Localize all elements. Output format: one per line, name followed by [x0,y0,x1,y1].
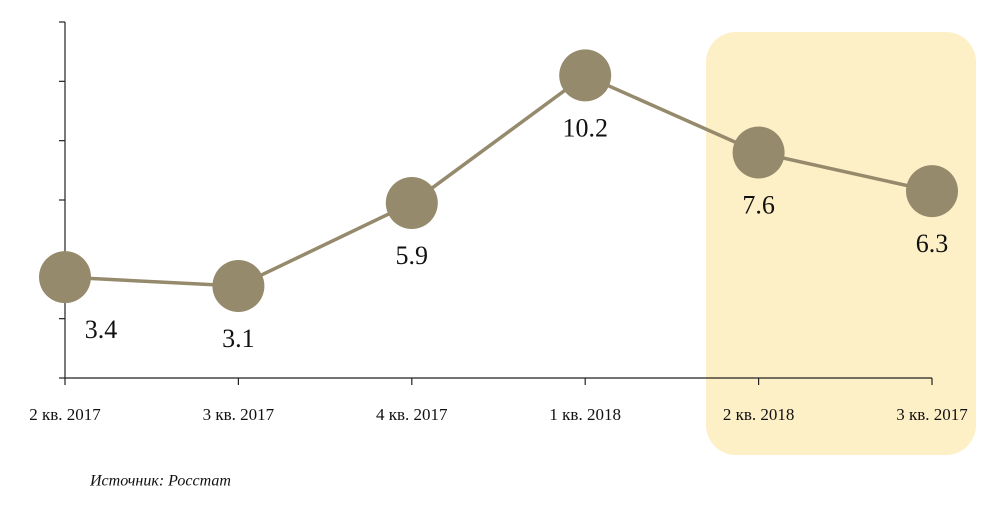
source-note: Источник: Росстат [89,473,231,490]
line [64,73,933,288]
x-tick-label: 1 кв. 2018 [549,405,621,424]
x-tick-label: 2 кв. 2018 [723,405,795,424]
point [385,176,438,229]
point [212,260,265,313]
data-label: 3.4 [85,315,118,344]
point [559,49,612,102]
data-label: 5.9 [396,241,429,270]
data-label: 3.1 [222,324,255,353]
x-tick-label: 3 кв. 2017 [203,405,275,424]
data-label: 10.2 [562,113,608,142]
point [732,126,785,179]
data-label: 7.6 [742,191,775,220]
point [39,251,91,304]
x-tick-label: 2 кв. 2017 [29,405,101,424]
x-tick-label: 4 кв. 2017 [376,405,448,424]
point [906,165,958,218]
x-tick-label: 3 кв. 2017 [896,405,968,424]
data-label: 6.3 [916,229,949,258]
